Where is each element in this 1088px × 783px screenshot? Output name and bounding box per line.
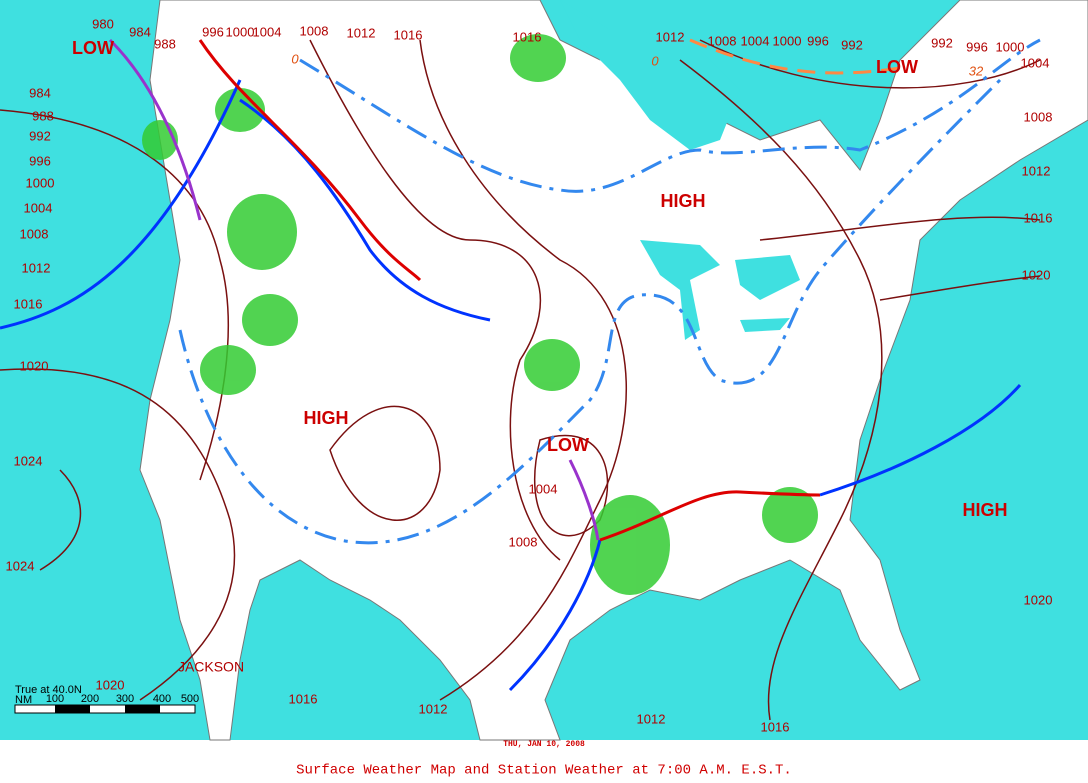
isobar-label: 1024 <box>14 453 43 468</box>
isobar-label: 1000 <box>996 39 1025 54</box>
isobar-label: 1012 <box>347 25 376 40</box>
isobar-label: 992 <box>841 37 863 52</box>
cold-front <box>0 79 242 330</box>
isobar-label: 1020 <box>1022 267 1051 282</box>
pressure-system: HIGH <box>963 500 1008 520</box>
isotherm-label: 0 <box>291 51 299 66</box>
place-label: JACKSON <box>178 659 244 675</box>
scale-tick-label: 300 <box>116 693 134 705</box>
isobar-label: 996 <box>202 24 224 39</box>
isobar-label: 1008 <box>20 226 49 241</box>
isobar-label: 996 <box>807 33 829 48</box>
isobar-label: 1020 <box>96 677 125 692</box>
precip-area <box>242 294 298 346</box>
map-date: THU, JAN 10, 2008 <box>503 740 585 749</box>
isobar-label: 1004 <box>24 200 53 215</box>
isobar <box>39 469 82 571</box>
isobar-label: 1020 <box>1024 592 1053 607</box>
isobar-label: 1016 <box>14 296 43 311</box>
isobar-label: 988 <box>154 36 176 51</box>
isobar-label: 984 <box>129 24 151 39</box>
precip-area <box>227 194 297 270</box>
isobar-label: 1008 <box>300 23 329 38</box>
precip-area <box>200 345 256 395</box>
pressure-system: LOW <box>876 57 918 77</box>
scale-unit: NM <box>15 694 32 706</box>
scale-bar <box>14 704 196 714</box>
isobar-label: 1020 <box>20 358 49 373</box>
isobar <box>759 216 1041 241</box>
hudson-bay <box>560 0 740 150</box>
pressure-system: LOW <box>547 435 589 455</box>
isobar <box>329 405 441 521</box>
occluded-front <box>108 38 202 221</box>
pressure-system: HIGH <box>304 408 349 428</box>
isobar-label: 1012 <box>656 29 685 44</box>
isobar-label: 1004 <box>529 481 558 496</box>
isobar-label: 1008 <box>1024 109 1053 124</box>
scale-tick-label: 400 <box>153 693 171 705</box>
scale-tick-label: 200 <box>81 693 99 705</box>
scale-tick-label: 500 <box>181 693 199 705</box>
pressure-system: HIGH <box>661 191 706 211</box>
isobar-label: 996 <box>966 39 988 54</box>
isobar-label: 996 <box>29 153 51 168</box>
isobar <box>419 39 627 701</box>
isobar-label: 1008 <box>708 33 737 48</box>
scale-frame <box>14 704 196 714</box>
isobar-label: 1000 <box>26 175 55 190</box>
isobar-label: 1012 <box>22 260 51 275</box>
isobar-label: 1004 <box>253 24 282 39</box>
isotherms <box>178 38 1041 545</box>
isobar-label: 1016 <box>289 691 318 706</box>
isobar-label: 1004 <box>1021 55 1050 70</box>
isobar-label: 980 <box>92 16 114 31</box>
isobar-label: 1000 <box>226 24 255 39</box>
isotherm <box>178 78 1002 545</box>
occluded-front <box>568 459 600 541</box>
scale-segment <box>55 705 90 713</box>
precipitation <box>142 34 818 595</box>
isotherm-label: 0 <box>651 53 659 68</box>
isobar-label: 1016 <box>1024 210 1053 225</box>
warm-front <box>198 39 422 282</box>
isobar <box>309 39 561 561</box>
isobar-label: 1012 <box>637 711 666 726</box>
map-title: Surface Weather Map and Station Weather … <box>296 763 792 779</box>
isobar-label: 1004 <box>741 33 770 48</box>
land <box>139 0 1088 741</box>
isobar <box>0 109 230 481</box>
cold-front <box>508 539 602 692</box>
precip-area <box>215 88 265 132</box>
cold-front <box>819 384 1022 497</box>
isobar-label: 1000 <box>773 33 802 48</box>
isobar-label: 992 <box>931 35 953 50</box>
isobar-label: 984 <box>29 85 51 100</box>
precip-area <box>524 339 580 391</box>
isobar-label: 1012 <box>1022 163 1051 178</box>
isobar-label: 1016 <box>513 29 542 44</box>
scale-caption: True at 40.0N <box>15 684 82 696</box>
scale-tick-label: 100 <box>46 693 64 705</box>
precip-area <box>510 34 566 82</box>
pressure-system: LOW <box>72 38 114 58</box>
isobar-label: 1016 <box>761 719 790 734</box>
warm-front <box>599 490 821 542</box>
isotherm-label: 32 <box>969 63 984 78</box>
precip-area <box>762 487 818 543</box>
scale-segment <box>125 705 160 713</box>
great-lakes <box>640 240 800 340</box>
isobar <box>0 368 236 701</box>
isotherm <box>299 38 1041 193</box>
isobar <box>879 275 1041 301</box>
precip-area <box>590 495 670 595</box>
isobar-label: 1016 <box>394 27 423 42</box>
fronts <box>0 38 1022 692</box>
isobar-label: 1012 <box>419 701 448 716</box>
isobar-label: 988 <box>32 108 54 123</box>
isobar-label: 1024 <box>6 558 35 573</box>
isobar-label: 1008 <box>509 534 538 549</box>
isobar-label: 992 <box>29 128 51 143</box>
